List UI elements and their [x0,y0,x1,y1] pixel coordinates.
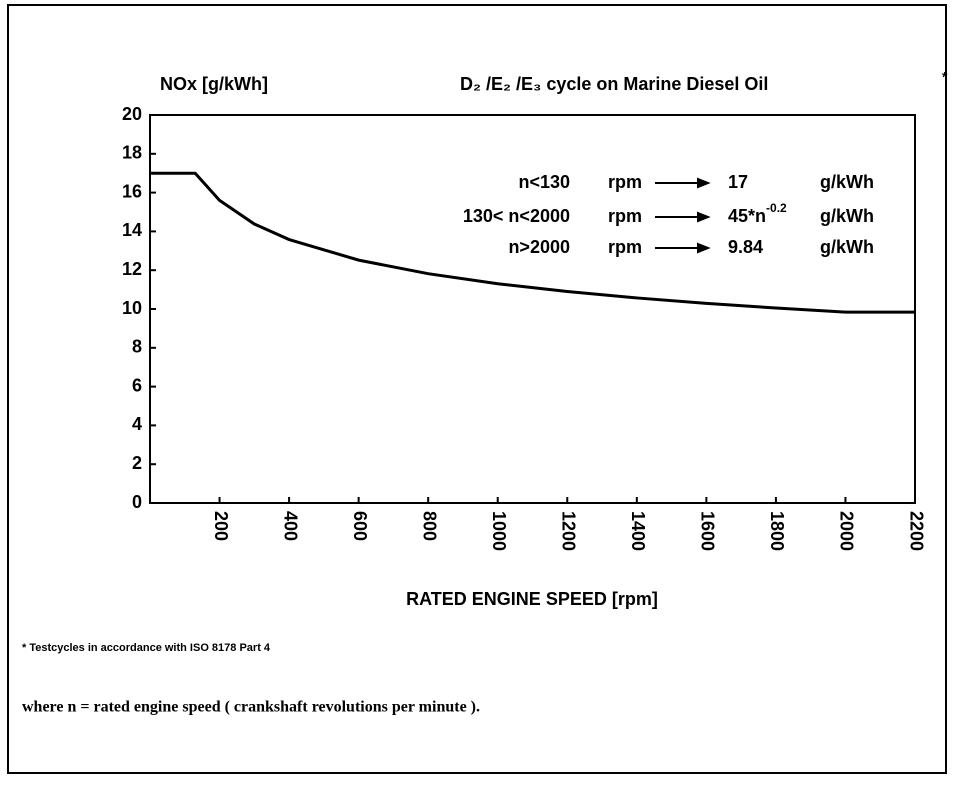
y-tick-label: 6 [132,375,142,395]
result-value: 17 [728,172,748,192]
arrows [655,177,711,254]
line [150,171,915,314]
y-tick-label: 10 [122,298,142,318]
note: where n = rated engine speed ( crankshaf… [22,699,480,716]
annotation-condition: n>2000 [508,237,570,257]
x-tick-label: 200 [211,511,231,541]
annotation-unit: rpm [608,172,642,192]
y-tick-label: 2 [132,453,142,473]
x-axis-label: RATED ENGINE SPEED [rpm] [406,589,658,609]
result-value: 9.84 [728,237,763,257]
x-tick-label: 1600 [698,511,718,551]
annotation-result: 45*n-0.2 [728,201,787,226]
annotation-result-unit: g/kWh [820,237,874,257]
frame [7,4,947,774]
x-tick-label: 1000 [489,511,509,551]
y-tick-label: 8 [132,337,142,357]
y-tick-label: 14 [122,220,142,240]
x-tick-label: 2200 [906,511,926,551]
y-axis-label: NOx [g/kWh] [160,74,268,94]
annotation-result: 17 [728,172,748,192]
annotation-condition: n<130 [518,172,570,192]
y-tick-label: 16 [122,181,142,201]
annotation-unit: rpm [608,237,642,257]
footnote: * Testcycles in accordance with ISO 8178… [22,642,271,654]
annotation-result-unit: g/kWh [820,172,874,192]
chart-title: D₂ /E₂ /E₃ cycle on Marine Diesel Oil [460,74,768,94]
x-tick-label: 600 [350,511,370,541]
result-exponent: -0.2 [766,201,787,215]
y-tick-label: 18 [122,143,142,163]
x-tick-label: 400 [280,511,300,541]
x-tick-label: 1800 [767,511,787,551]
x-tick-label: 1200 [559,511,579,551]
y-tick-label: 12 [122,259,142,279]
y-tick-label: 4 [132,414,142,434]
x-tick-label: 800 [419,511,439,541]
y-tick-label: 0 [132,492,142,512]
title-mark: * [942,69,948,85]
result-value: 45*n [728,206,766,226]
annotation-unit: rpm [608,206,642,226]
annotation-result-unit: g/kWh [820,206,874,226]
x-tick-label: 2000 [837,511,857,551]
x-tick-label: 1400 [628,511,648,551]
annotation-result: 9.84 [728,237,763,257]
annotation-condition: 130< n<2000 [463,206,570,226]
y-tick-label: 20 [122,104,142,124]
